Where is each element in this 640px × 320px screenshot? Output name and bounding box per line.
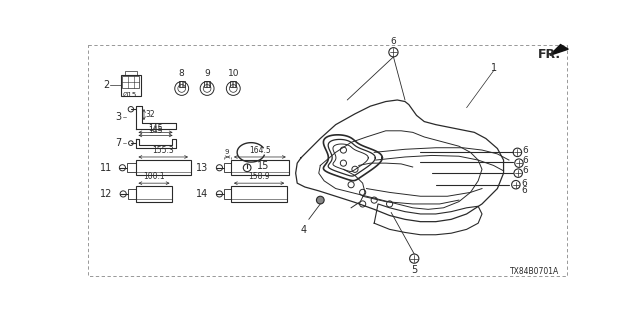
Text: 32: 32 [145,110,155,119]
Bar [121,75,141,96]
Bar [125,71,137,75]
Text: 7: 7 [115,138,122,148]
Bar [128,189,136,198]
Text: 155.3: 155.3 [152,146,174,155]
Text: 145: 145 [148,126,163,135]
Text: 100.1: 100.1 [143,172,164,181]
Bar [230,81,236,87]
Text: 13: 13 [196,163,209,173]
Bar [179,81,185,87]
Text: 8: 8 [179,69,184,78]
Text: TX84B0701A: TX84B0701A [509,267,559,276]
Bar [224,189,231,198]
Text: 10: 10 [228,69,239,78]
Text: 6: 6 [523,156,529,164]
Bar [231,160,289,175]
Text: 6: 6 [390,37,396,46]
Bar [136,160,191,175]
Text: 14: 14 [196,189,209,199]
Circle shape [316,196,324,204]
Bar [127,163,136,172]
Bar [224,163,231,172]
Text: 9: 9 [225,149,229,156]
Text: 2: 2 [103,80,109,90]
Text: 6: 6 [521,186,527,195]
Text: 3: 3 [115,112,122,122]
Text: 158.9: 158.9 [248,172,270,181]
Text: 15: 15 [257,161,269,171]
Polygon shape [550,44,568,55]
Text: 11: 11 [100,163,113,173]
Text: 9: 9 [204,69,210,78]
Text: 164.5: 164.5 [249,146,271,155]
Text: 4: 4 [300,225,307,235]
Bar [122,76,140,88]
Text: 6: 6 [522,166,528,175]
Text: 145: 145 [148,124,163,133]
Text: FR.: FR. [538,48,561,60]
Text: 12: 12 [100,189,113,199]
Text: 6: 6 [521,179,527,188]
Text: 1: 1 [490,63,497,73]
Bar [231,186,287,202]
Bar [136,186,172,202]
Bar [204,81,210,87]
Text: 6: 6 [522,146,528,155]
Text: Ø15: Ø15 [122,92,137,98]
Text: 5: 5 [411,265,417,275]
